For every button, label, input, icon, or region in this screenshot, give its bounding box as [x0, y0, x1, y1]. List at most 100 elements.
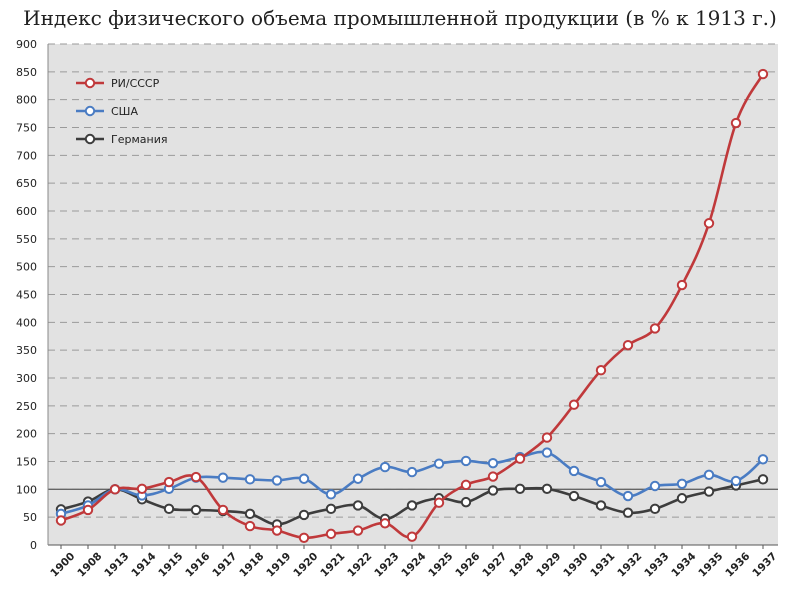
- data-point-ussr-1936: [730, 117, 742, 129]
- y-tick-label: 700: [16, 149, 37, 162]
- data-point-germany-1927: [487, 485, 499, 496]
- x-tick-label: 1922: [345, 550, 374, 579]
- data-point-ussr-1917: [217, 504, 229, 516]
- data-point-usa-1923: [379, 461, 391, 473]
- x-tick-label: 1900: [48, 550, 77, 579]
- data-point-germany-1918: [244, 508, 256, 520]
- x-tick-label: 1915: [156, 550, 185, 579]
- data-point-usa-1925: [433, 458, 445, 469]
- data-point-usa-1922: [352, 473, 364, 484]
- y-tick-label: 150: [16, 456, 37, 469]
- data-point-usa-1933: [649, 480, 661, 492]
- x-tick-label: 1925: [426, 550, 455, 579]
- x-tick-label: 1933: [642, 550, 671, 579]
- data-point-germany-1928: [514, 483, 526, 494]
- data-point-ussr-1924: [406, 531, 418, 542]
- x-tick-label: 1927: [480, 550, 509, 579]
- x-tick-label: 1929: [534, 550, 563, 579]
- legend-label-usa: США: [111, 105, 138, 118]
- data-point-ussr-1923: [379, 518, 391, 529]
- y-tick-label: 850: [16, 66, 37, 79]
- y-tick-label: 650: [16, 177, 37, 190]
- y-tick-label: 450: [16, 289, 37, 302]
- legend-item-germany: Германия: [76, 133, 167, 146]
- data-point-ussr-1921: [325, 528, 337, 540]
- data-point-usa-1932: [622, 490, 634, 502]
- x-tick-label: 1936: [723, 550, 752, 579]
- x-tick-label: 1928: [507, 550, 536, 579]
- x-tick-label: 1919: [264, 550, 293, 579]
- x-tick-label: 1937: [750, 550, 779, 579]
- data-point-germany-1922: [352, 500, 364, 511]
- data-point-germany-1935: [703, 486, 715, 497]
- x-tick-label: 1917: [210, 550, 239, 579]
- y-tick-label: 550: [16, 233, 37, 246]
- data-point-usa-1936: [730, 475, 742, 487]
- data-point-usa-1917: [217, 472, 229, 483]
- y-tick-label: 350: [16, 344, 37, 357]
- x-tick-label: 1923: [372, 550, 401, 579]
- x-tick-label: 1926: [453, 550, 482, 579]
- x-tick-label: 1935: [696, 550, 725, 579]
- data-point-germany-1931: [595, 500, 607, 511]
- x-tick-label: 1914: [129, 550, 158, 579]
- data-point-germany-1926: [460, 496, 472, 508]
- data-point-ussr-1914: [136, 483, 148, 494]
- data-point-germany-1933: [649, 503, 661, 515]
- legend-marker-usa: [84, 105, 96, 117]
- data-point-ussr-1913: [109, 484, 121, 495]
- data-point-usa-1935: [703, 469, 715, 481]
- y-tick-label: 800: [16, 94, 37, 107]
- y-tick-label: 300: [16, 372, 37, 385]
- data-point-germany-1932: [622, 507, 634, 518]
- data-point-usa-1937: [757, 454, 769, 465]
- data-point-germany-1929: [541, 483, 553, 494]
- x-tick-label: 1918: [237, 550, 266, 579]
- data-point-germany-1916: [190, 504, 202, 516]
- legend: РИ/СССР США Германия: [76, 77, 167, 146]
- chart-title: Индекс физического объема промышленной п…: [23, 6, 777, 30]
- data-point-usa-1931: [595, 476, 607, 488]
- data-point-ussr-1937: [757, 68, 769, 80]
- y-tick-label: 200: [16, 428, 37, 441]
- x-tick-label: 1908: [75, 550, 104, 579]
- y-tick-label: 400: [16, 316, 37, 329]
- data-point-germany-1921: [325, 503, 337, 515]
- y-tick-label: 600: [16, 205, 37, 218]
- legend-marker-germany: [84, 133, 96, 145]
- y-tick-label: 750: [16, 122, 37, 135]
- data-point-germany-1915: [163, 503, 175, 515]
- x-tick-label: 1920: [291, 550, 320, 579]
- data-point-ussr-1932: [622, 339, 634, 351]
- data-point-germany-1937: [757, 474, 769, 485]
- x-tick-label: 1934: [669, 550, 698, 579]
- data-point-germany-1924: [406, 500, 418, 511]
- legend-item-usa: США: [76, 105, 138, 118]
- data-point-usa-1934: [676, 478, 688, 489]
- data-point-ussr-1900: [55, 515, 67, 526]
- y-tick-label: 500: [16, 261, 37, 274]
- data-point-ussr-1930: [568, 399, 580, 410]
- data-point-germany-1930: [568, 490, 580, 502]
- x-tick-label: 1932: [615, 550, 644, 579]
- data-point-ussr-1908: [82, 504, 94, 516]
- legend-marker-ussr: [84, 77, 96, 89]
- data-point-usa-1921: [325, 489, 337, 500]
- y-tick-label: 0: [30, 539, 37, 552]
- legend-item-ussr: РИ/СССР: [76, 77, 160, 90]
- x-tick-label: 1921: [318, 550, 347, 579]
- data-point-ussr-1934: [676, 279, 688, 291]
- data-point-usa-1918: [244, 474, 256, 485]
- data-point-usa-1924: [406, 466, 418, 478]
- data-point-usa-1920: [298, 473, 310, 484]
- data-point-usa-1930: [568, 465, 580, 477]
- data-point-usa-1926: [460, 455, 472, 467]
- data-point-ussr-1929: [541, 432, 553, 443]
- data-point-usa-1919: [271, 475, 283, 486]
- data-point-ussr-1931: [595, 365, 607, 376]
- data-point-germany-1920: [298, 509, 310, 521]
- data-point-ussr-1922: [352, 525, 364, 536]
- data-point-usa-1927: [487, 457, 499, 469]
- legend-label-germany: Германия: [111, 133, 167, 146]
